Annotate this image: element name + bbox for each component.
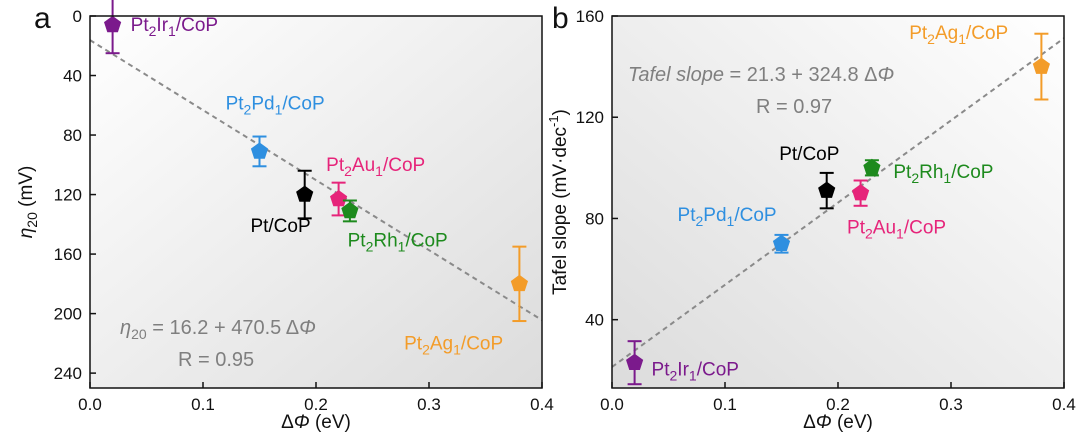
data-point [818,171,836,210]
x-tick-label: 0.0 [78,395,102,414]
pentagon-marker [1032,57,1050,74]
x-tick-label: 0.1 [191,395,215,414]
panel-a-x-axis-label: ΔΦ (eV) [281,412,351,433]
pentagon-marker [341,201,359,219]
panel-a-r-value: R = 0.95 [178,349,254,371]
panel-b-label: b [552,2,569,35]
x-tick-label: 0.4 [530,395,554,414]
data-point [104,0,122,55]
point-label: Pt2Ag1/CoP [404,333,503,357]
panel-b-fit-line [611,37,1065,368]
panel-a-label: a [34,2,51,35]
x-tick-label: 0.2 [304,395,328,414]
pentagon-marker [296,185,314,202]
panel-b-frame [611,15,1065,389]
x-tick-label: 0.3 [417,395,441,414]
data-point [296,169,314,220]
y-tick-label: 40 [585,311,604,330]
panel-a: a Pt2Ir1/CoPPt2Pd1/CoPPt/CoPPt2Au1/CoPPt… [16,0,554,433]
panel-b-equation: Tafel slope = 21.3 + 324.8 ΔΦ [628,64,894,86]
panel-a-frame [89,15,543,389]
y-tick-label: 80 [585,209,604,228]
panel-a-equation: η20 = 16.2 + 470.5 ΔΦ [120,317,316,342]
data-point [852,179,870,207]
panel-b-point-labels: Pt2Ir1/CoP Pt2Pd1/CoP Pt/CoP Pt2Au1/CoP Pt2R… [652,23,1009,384]
pentagon-marker [818,181,836,198]
panel-b-r-value: R = 0.97 [756,96,832,118]
point-label: Pt2Rh1/CoP [348,231,448,255]
data-point [772,233,791,254]
pentagon-marker [250,142,269,159]
y-tick-label: 200 [54,305,82,324]
panel-a-fit-line [89,39,543,321]
data-point [626,340,644,386]
pentagon-marker [772,234,791,251]
x-tick-label: 0.0 [600,395,624,414]
panel-b: b Pt2Ir1/CoPPt2Pd1/CoPPt/CoPPt2Au1/CoPPt… [546,2,1076,433]
panel-b-ticks: 0.0 0.1 0.2 0.3 0.4 40 80 120 160 [576,7,1076,414]
panel-a-y-axis-label: η20 (mV) [16,166,40,239]
point-label: Pt/CoP [250,216,310,237]
data-point [863,158,881,177]
panel-b-y-axis-label: Tafel slope (mV·dec-1) [546,109,571,295]
point-label: Pt/CoP [779,144,839,165]
panel-b-x-axis-label: ΔΦ (eV) [803,412,873,433]
point-label: Pt2Au1/CoP [847,218,946,242]
y-tick-label: 120 [54,186,82,205]
panel-b-points [626,32,1050,386]
x-tick-label: 0.4 [1052,395,1076,414]
panel-a-point-labels: Pt2Ir1/CoP Pt2Pd1/CoP Pt/CoP Pt2Au1/CoP Pt2R… [131,15,504,357]
pentagon-marker [510,274,528,292]
y-tick-label: 40 [63,67,82,86]
point-label: Pt2Rh1/CoP [893,162,993,186]
point-label: Pt2Ag1/CoP [909,23,1008,47]
data-point [330,181,348,217]
x-tick-label: 0.1 [713,395,737,414]
y-tick-label: 160 [54,245,82,264]
y-tick-label: 240 [54,364,82,383]
pentagon-marker [626,353,644,370]
pentagon-marker [330,190,348,207]
point-label: Pt2Au1/CoP [326,155,425,179]
pentagon-marker [852,184,870,201]
point-label: Pt2Ir1/CoP [131,15,218,39]
data-point [250,135,269,168]
data-point [1032,32,1050,101]
x-tick-label: 0.3 [939,395,963,414]
data-point [510,245,528,323]
y-tick-label: 160 [576,7,604,26]
y-tick-label: 80 [63,126,82,145]
point-label: Pt2Pd1/CoP [678,205,777,229]
panel-a-points [104,0,528,323]
panel-a-plot-area [90,16,542,388]
x-tick-label: 0.2 [826,395,850,414]
point-label: Pt2Pd1/CoP [226,94,325,118]
pentagon-marker [104,15,122,33]
data-point [341,199,359,223]
point-label: Pt2Ir1/CoP [652,359,739,383]
y-tick-label: 0 [73,7,82,26]
pentagon-marker [863,158,881,176]
y-tick-label: 120 [576,108,604,127]
